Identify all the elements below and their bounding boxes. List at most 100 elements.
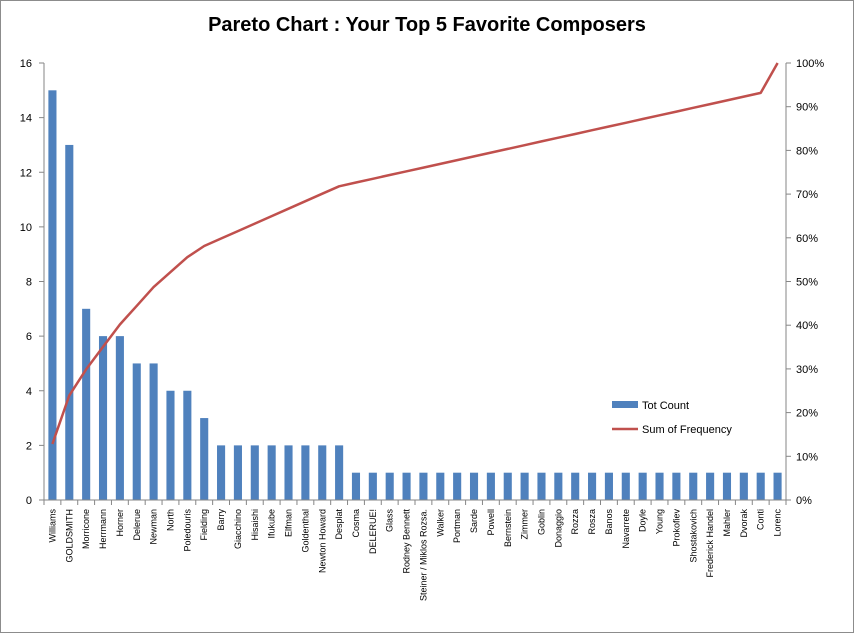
right-tick-label: 80% [796,145,818,157]
category-label: Desplat [334,509,344,540]
bar-6 [132,363,141,500]
legend-swatch-bar [612,401,638,408]
legend-label-line: Sum of Frequency [642,424,732,436]
bar-17 [318,445,327,500]
bar-7 [149,363,158,500]
bar-27 [486,472,495,500]
bars-group [48,90,782,500]
category-label: Shostakovich [688,509,698,563]
bar-20 [368,472,377,500]
right-tick-label: 50% [796,277,818,289]
category-label: Donaggio [553,509,563,548]
category-label: Bernstein [503,509,513,547]
category-label: Powell [486,509,496,536]
category-label: Hisaishi [250,509,260,541]
bar-24 [436,472,445,500]
cumulative-line [51,62,779,445]
bar-22 [402,472,411,500]
bar-35 [621,472,630,500]
bar-2 [65,144,74,500]
right-tick-label: 90% [796,102,818,114]
category-label: Conti [756,509,766,530]
left-tick-label: 12 [20,167,32,179]
category-label: Rodney Bennett [402,509,412,574]
category-label: Morricone [81,509,91,549]
category-label: Portman [452,509,462,543]
right-tick-label: 20% [796,408,818,420]
right-tick-label: 10% [796,451,818,463]
axes-group [39,62,791,505]
category-label: Sarde [469,509,479,533]
bar-13 [250,445,259,500]
cumulative-line-group [51,62,779,445]
left-tick-label: 8 [26,277,32,289]
bar-42 [739,472,748,500]
category-label: Walker [435,509,445,537]
category-label: Prokofiev [671,509,681,547]
category-label: North [165,509,175,531]
left-tick-label: 16 [20,58,32,70]
bar-33 [588,472,597,500]
legend-label-bar: Tot Count [642,400,689,412]
right-tick-label: 60% [796,233,818,245]
category-label: Dvorak [739,509,749,538]
category-label: GOLDSMITH [64,509,74,563]
category-label: Goblin [536,509,546,535]
right-tick-label: 0% [796,495,812,507]
left-tick-label: 0 [26,495,32,507]
left-tick-label: 2 [26,440,32,452]
category-label: Poledouris [182,509,192,552]
bar-40 [706,472,715,500]
bar-28 [503,472,512,500]
bar-5 [115,336,124,500]
category-label: Barry [216,509,226,531]
category-label: DELERUE! [368,509,378,554]
right-tick-label: 30% [796,364,818,376]
bar-1 [48,90,57,500]
bar-37 [655,472,664,500]
category-label: Horner [115,509,125,537]
category-label: Williams [47,509,57,543]
category-label: Herrmann [98,509,108,549]
left-tick-label: 14 [20,113,32,125]
left-tick-label: 10 [20,222,32,234]
category-label: Young [655,509,665,534]
left-tick-label: 4 [26,386,32,398]
bar-34 [604,472,613,500]
category-label: Frederick Handel [705,509,715,578]
bar-12 [233,445,242,500]
bar-32 [571,472,580,500]
category-label: Fielding [199,509,209,541]
bar-23 [419,472,428,500]
labels-group: 0 2 4 6 8 10 12 14 16 0% 10% 20% 30% 40% 50% 60% 70% 80% 9… [20,58,825,601]
bar-11 [217,445,226,500]
left-tick-label: 6 [26,331,32,343]
bar-36 [638,472,647,500]
category-label: Lorenc [773,509,783,537]
category-label: Giacchino [233,509,243,549]
category-label: Banos [604,509,614,535]
bar-16 [301,445,310,500]
category-label: Mahler [722,509,732,537]
bar-9 [183,390,192,500]
bar-26 [469,472,479,500]
bar-14 [267,445,276,500]
bar-29 [520,472,529,500]
right-tick-label: 70% [796,189,818,201]
category-label: Delerue [132,509,142,541]
right-tick-label: 40% [796,320,818,332]
bar-19 [351,472,361,500]
category-label: Rosza [587,509,597,535]
category-label: Elfman [284,509,294,537]
bar-10 [200,418,209,500]
bar-38 [672,472,681,500]
bar-3 [82,308,91,500]
category-label: Zimmer [520,509,530,540]
bar-25 [453,472,462,500]
bar-30 [537,472,546,500]
category-label: Glass [385,509,395,533]
bar-31 [554,472,563,500]
bar-44 [773,472,782,500]
